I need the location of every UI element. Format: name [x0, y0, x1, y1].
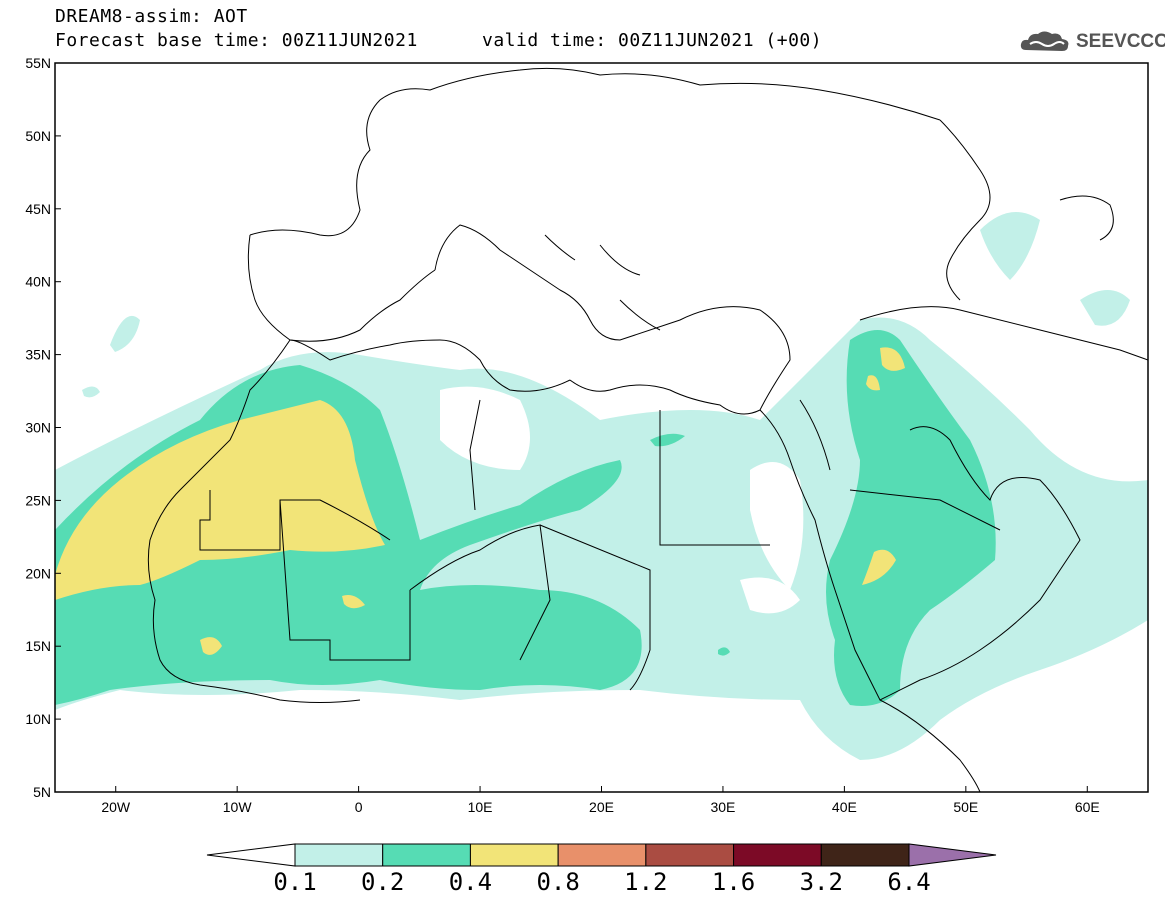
lat-tick-label: 30N [25, 420, 51, 436]
aot-band-0.1 [82, 386, 100, 398]
colorbar-label: 1.6 [711, 868, 756, 896]
colorbar-max-arrow [908, 843, 997, 867]
aot-band-0.4 [200, 637, 222, 655]
aot-band-0.4 [880, 347, 905, 371]
lon-tick-label: 20E [589, 799, 614, 815]
aot-contours [55, 212, 1148, 760]
axis-ticks: 20W 10W 0 10E 20E 30E 40E 50E 60E 55N 50N 45N 40N 35N… [25, 55, 1099, 815]
colorbar-swatch [820, 843, 910, 867]
lat-tick-label: 15N [25, 638, 51, 654]
title-line-3: valid time: 00Z11JUN2021 (+00) [482, 30, 823, 51]
lon-tick-label: 60E [1075, 799, 1100, 815]
aot-band-0.4 [342, 595, 365, 609]
seevccc-logo: SEEVCCC [1018, 28, 1165, 56]
lat-tick-label: 25N [25, 492, 51, 508]
lat-tick-label: 20N [25, 565, 51, 581]
colorbar [206, 843, 997, 867]
aot-band-0.2 [650, 433, 685, 447]
colorbar-label: 0.2 [361, 868, 405, 896]
title-line-2: Forecast base time: 00Z11JUN2021 [55, 30, 418, 51]
colorbar-label: 0.1 [273, 868, 317, 896]
lon-tick-label: 50E [953, 799, 978, 815]
colorbar-swatch [294, 843, 384, 867]
aot-clear [750, 462, 804, 590]
colorbar-label: 3.2 [799, 868, 843, 896]
aot-band-0.1 [1080, 290, 1130, 326]
lat-tick-label: 45N [25, 201, 51, 217]
colorbar-swatch [469, 843, 559, 867]
aot-band-0.1 [110, 315, 140, 352]
lat-tick-label: 50N [25, 128, 51, 144]
aot-band-0.4 [862, 549, 896, 585]
colorbar-min-arrow [206, 843, 296, 867]
lon-tick-label: 10E [468, 799, 493, 815]
aot-band-0.2 [826, 330, 996, 706]
aot-band-0.2 [718, 647, 730, 656]
lat-tick-label: 5N [33, 784, 51, 800]
title-line-1: DREAM8-assim: AOT [55, 6, 248, 27]
lon-tick-label: 20W [101, 799, 131, 815]
lat-tick-label: 40N [25, 274, 51, 290]
colorbar-swatch [382, 843, 471, 867]
colorbar-label: 6.4 [887, 868, 931, 896]
colorbar-label: 0.4 [448, 868, 493, 896]
colorbar-swatch [645, 843, 735, 867]
lat-tick-label: 55N [25, 55, 51, 71]
aot-band-0.4 [866, 375, 880, 391]
coastlines [147, 67, 1148, 792]
colorbar-label: 1.2 [624, 868, 668, 896]
colorbar-label: 0.8 [536, 868, 580, 896]
colorbar-swatch [733, 843, 822, 867]
lat-tick-label: 35N [25, 347, 51, 363]
lon-tick-label: 10W [223, 799, 253, 815]
cloud-icon [1020, 31, 1069, 51]
lon-tick-label: 30E [710, 799, 735, 815]
logo-text: SEEVCCC [1076, 31, 1165, 52]
aot-band-0.1 [980, 212, 1040, 280]
lon-tick-label: 40E [832, 799, 857, 815]
lon-tick-label: 0 [355, 799, 363, 815]
colorbar-swatch [557, 843, 647, 867]
lat-tick-label: 10N [25, 711, 51, 727]
aot-clear [740, 577, 800, 614]
aot-clear [440, 386, 530, 470]
aot-band-0.4 [55, 400, 385, 600]
